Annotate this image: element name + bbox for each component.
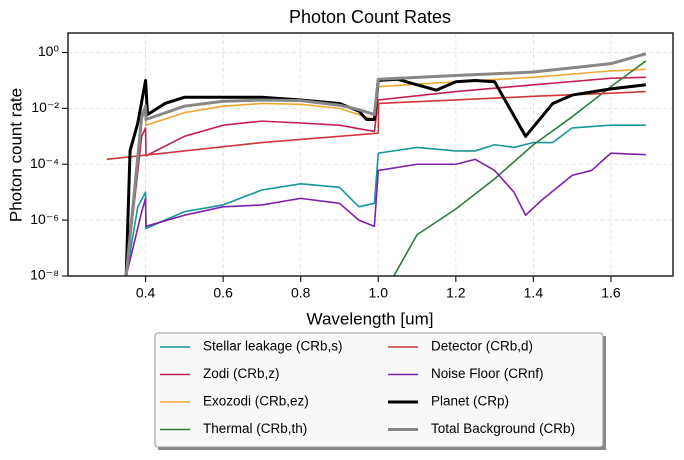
plot-frame	[67, 32, 674, 277]
x-tick-label: 1.2	[446, 285, 466, 301]
legend-entries: Stellar leakage (CRb,s) Zodi (CRb,z) Exozo…	[160, 339, 575, 436]
y-tick-label: 10⁻⁶	[30, 211, 59, 227]
legend-label: Detector (CRb,d)	[431, 339, 533, 354]
legend-label: Planet (CRp)	[431, 394, 509, 409]
legend-label: Total Background (CRb)	[431, 421, 575, 436]
y-tick-label: 10⁻²	[31, 99, 59, 115]
y-tick-label: 10⁻⁸	[30, 267, 59, 283]
series-line	[125, 152, 646, 276]
ticks: 0.4 0.6 0.8 1.0 1.2 1.4 1.6 10⁻⁸ 10⁻⁶ 10⁻⁴ 10⁻² 10⁰	[30, 43, 621, 300]
legend-label: Zodi (CRb,z)	[203, 366, 280, 381]
series-line	[393, 60, 647, 276]
y-tick-label: 10⁻⁴	[30, 155, 59, 171]
legend-label: Noise Floor (CRnf)	[431, 366, 544, 381]
x-tick-label: 0.6	[213, 285, 233, 301]
series-line	[124, 52, 647, 276]
legend	[154, 332, 604, 448]
y-axis-label: Photon count rate	[6, 88, 25, 222]
legend-label: Exozodi (CRb,ez)	[203, 394, 309, 409]
legend-label: Stellar leakage (CRb,s)	[203, 339, 343, 354]
chart-title: Photon Count Rates	[289, 7, 451, 27]
series-line	[125, 76, 646, 276]
legend-label: Thermal (CRb,th)	[203, 421, 307, 436]
x-tick-label: 0.8	[291, 285, 311, 301]
x-tick-label: 1.6	[601, 285, 621, 301]
x-tick-label: 1.0	[369, 285, 389, 301]
x-tick-label: 0.4	[136, 285, 156, 301]
x-axis-label: Wavelength [um]	[307, 309, 434, 328]
x-tick-label: 1.4	[524, 285, 544, 301]
plot-lines	[106, 52, 647, 276]
series-line	[124, 77, 647, 276]
y-tick-label: 10⁰	[38, 43, 60, 59]
